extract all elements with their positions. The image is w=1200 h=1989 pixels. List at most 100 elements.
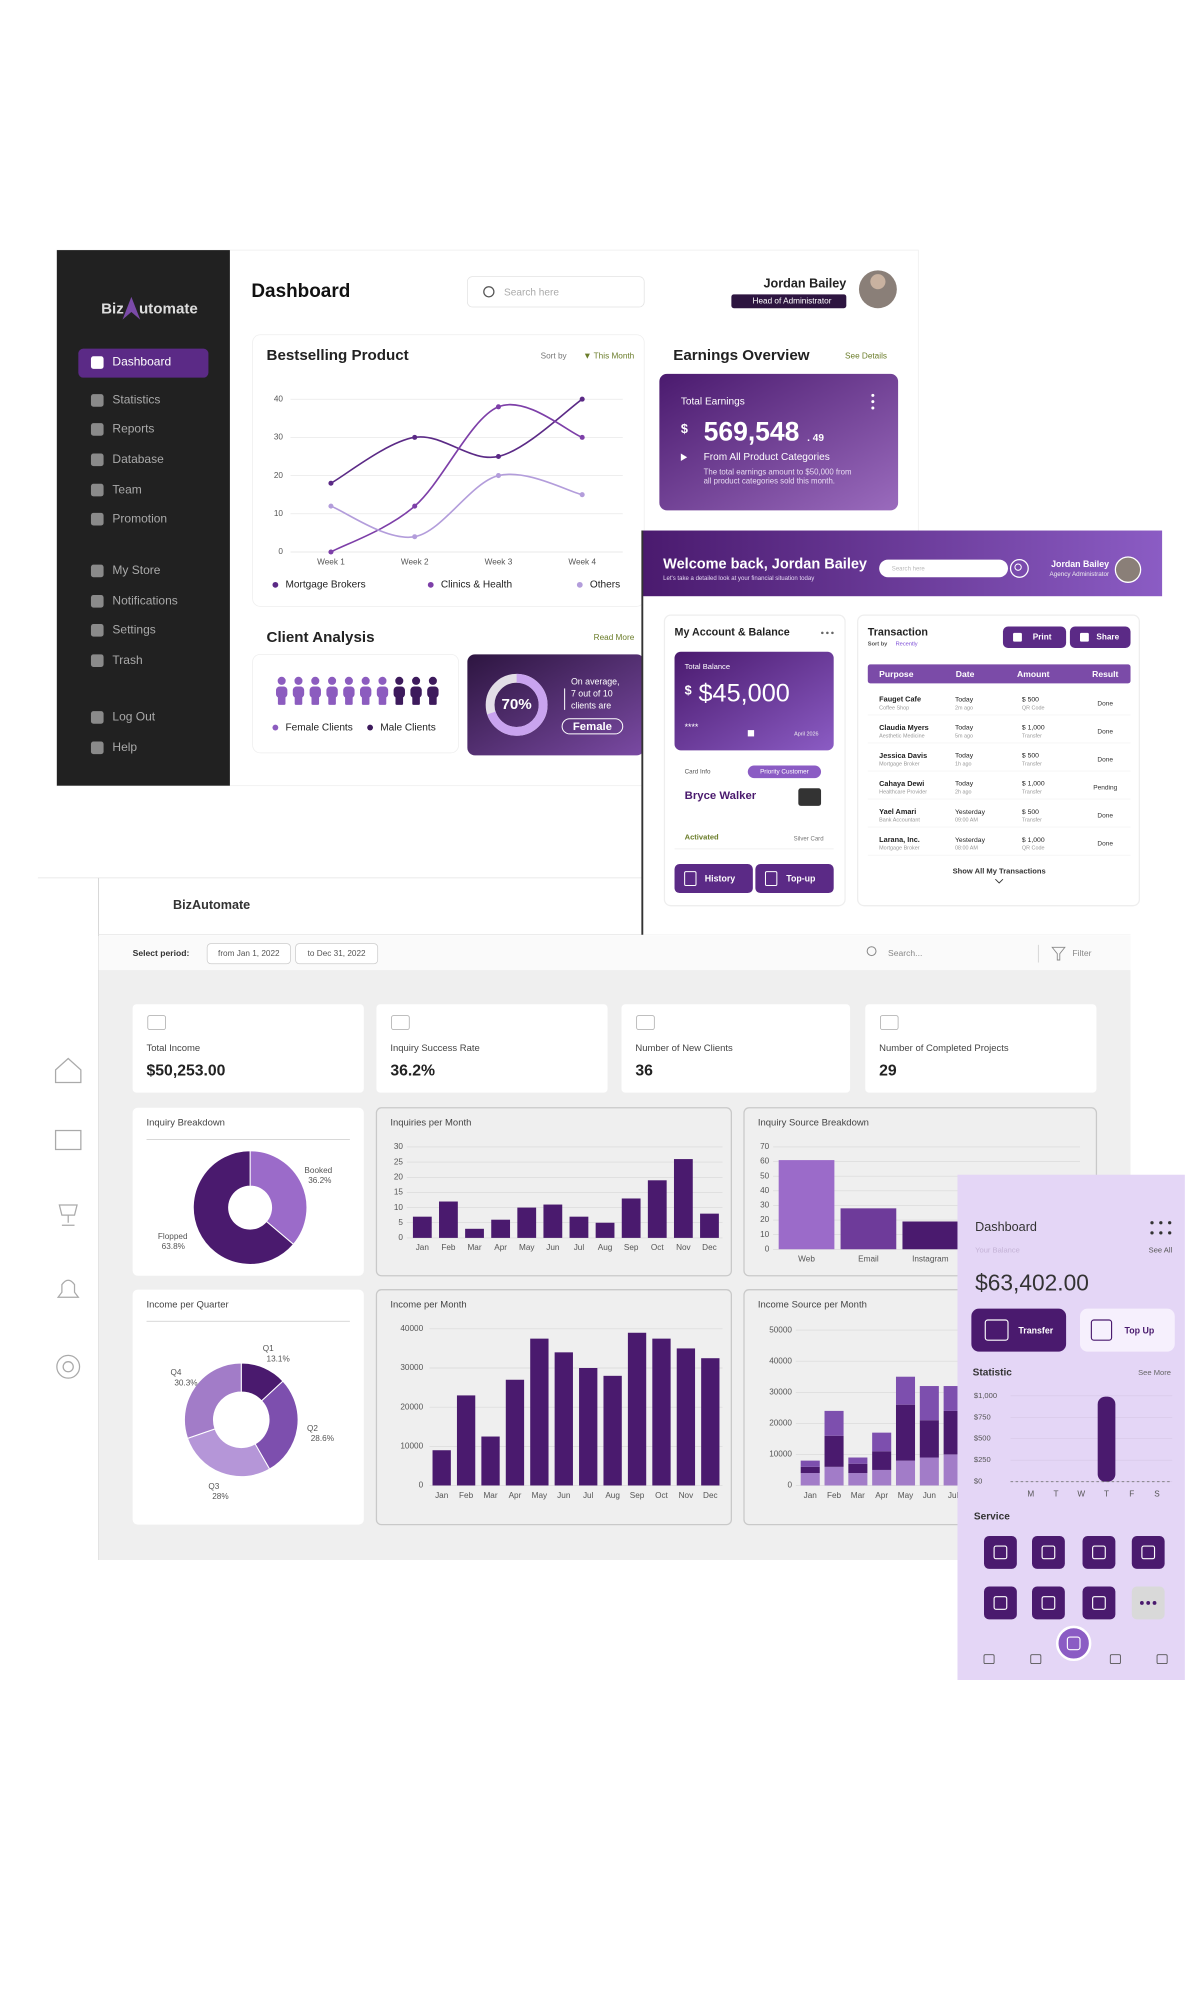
chip <box>798 788 822 806</box>
date-pill[interactable] <box>206 943 291 965</box>
nav-icon[interactable] <box>1030 1654 1042 1665</box>
nav-active <box>78 348 209 378</box>
nav-icon <box>90 512 104 526</box>
button[interactable] <box>1069 626 1131 649</box>
nav-item[interactable]: My Store <box>112 563 160 577</box>
search-box[interactable] <box>879 559 1009 578</box>
slice-value: 28% <box>212 1492 228 1501</box>
bar <box>627 1332 647 1486</box>
chart-title: Income Source per Month <box>758 1299 867 1310</box>
bar <box>1097 1396 1116 1482</box>
x-tick-label: Jun <box>546 1243 560 1252</box>
legend-dot <box>576 581 583 588</box>
menu-dot <box>1159 1231 1163 1235</box>
search-box[interactable] <box>466 276 645 308</box>
service-icon[interactable] <box>1032 1586 1065 1620</box>
chart-title: Income per Month <box>390 1299 466 1310</box>
y-tick-label: 0 <box>787 1481 792 1490</box>
nav-item[interactable]: Reports <box>112 422 154 436</box>
button[interactable] <box>1080 1308 1175 1352</box>
link[interactable]: See Details <box>845 351 887 360</box>
nav-item[interactable]: Settings <box>112 622 155 636</box>
card-mask: **** <box>685 722 699 732</box>
nav-item[interactable]: Notifications <box>112 593 177 607</box>
rail-icon[interactable] <box>56 1354 81 1379</box>
x-tick-label: Jan <box>804 1491 818 1500</box>
slice-value: 28.6% <box>311 1434 334 1443</box>
bar <box>412 1216 432 1238</box>
legend-label: Others <box>590 580 620 591</box>
service-icon[interactable] <box>984 1586 1017 1620</box>
rail-icon[interactable] <box>58 1204 78 1226</box>
filter-icon <box>1051 946 1066 961</box>
button[interactable] <box>1002 626 1067 649</box>
nav-item[interactable]: Trash <box>112 653 142 667</box>
sort-value[interactable]: Recently <box>896 642 918 648</box>
line-point <box>579 492 585 498</box>
cell-amount: $ 500 <box>1022 809 1039 816</box>
highlight-pill <box>561 718 624 735</box>
nav-item[interactable]: Log Out <box>112 710 155 724</box>
search-placeholder[interactable]: Search... <box>888 948 922 958</box>
bar-segment <box>895 1404 916 1461</box>
balance-label: Your Balance <box>975 1246 1020 1255</box>
bar <box>778 1160 835 1250</box>
nav-item[interactable]: Database <box>112 452 164 466</box>
rail-icon[interactable] <box>56 1279 80 1298</box>
x-tick-label: M <box>1027 1489 1034 1498</box>
service-glyph <box>1092 1596 1106 1610</box>
legend-dot <box>272 724 279 731</box>
x-tick-label: Feb <box>441 1243 456 1252</box>
filter[interactable]: Filter <box>1072 948 1091 958</box>
menu-dot <box>1168 1231 1172 1235</box>
nav-item[interactable]: Promotion <box>112 511 167 525</box>
link[interactable]: See All <box>1149 1246 1173 1255</box>
link[interactable]: Read More <box>594 633 635 642</box>
gauge-arc <box>487 673 548 736</box>
link[interactable]: See More <box>1138 1368 1171 1377</box>
nav-item[interactable]: Help <box>112 740 137 754</box>
nav-icon <box>90 711 104 724</box>
service-icon[interactable] <box>1131 1536 1165 1569</box>
person-legs <box>328 696 336 705</box>
service-icon[interactable] <box>1082 1586 1116 1620</box>
x-tick-label: Dec <box>703 1491 718 1500</box>
chart-icon <box>54 1129 82 1151</box>
nav-icon[interactable] <box>1156 1654 1168 1665</box>
nav-item[interactable]: Team <box>112 482 141 496</box>
y-tick-label: 20000 <box>400 1402 423 1411</box>
menu-dot <box>871 400 875 404</box>
column-header: Amount <box>1017 669 1050 679</box>
kpi-card <box>376 1004 608 1093</box>
nav-icon <box>90 356 104 369</box>
nav-icon[interactable] <box>1109 1654 1121 1665</box>
nav-icon[interactable] <box>983 1654 995 1665</box>
nav-item[interactable]: Statistics <box>112 393 160 407</box>
x-tick-label: Feb <box>459 1491 474 1500</box>
legend-dot <box>272 581 279 588</box>
date-pill[interactable] <box>295 943 379 965</box>
bar-segment <box>800 1460 820 1467</box>
menu-dot <box>871 393 875 397</box>
button-icon <box>1090 1319 1113 1341</box>
y-tick-label: 10000 <box>769 1450 792 1459</box>
y-tick-label: 10 <box>394 1203 404 1212</box>
more-dot <box>1140 1601 1144 1605</box>
x-tick-label: May <box>532 1491 548 1500</box>
nav-icon <box>90 654 104 667</box>
x-tick-label: W <box>1077 1489 1085 1498</box>
button[interactable] <box>971 1308 1067 1352</box>
service-icon[interactable] <box>1032 1536 1065 1569</box>
service-glyph <box>1092 1545 1106 1560</box>
show-all[interactable]: Show All My Transactions <box>953 867 1046 876</box>
service-icon[interactable] <box>1082 1536 1116 1569</box>
y-tick-label: $0 <box>974 1477 982 1486</box>
rail-icon[interactable] <box>54 1057 82 1084</box>
x-tick-label: May <box>519 1243 535 1252</box>
cell-date: Today <box>955 781 974 788</box>
sort-value[interactable]: This Month <box>594 351 635 360</box>
nav-item[interactable]: Dashboard <box>112 355 171 369</box>
menu-dot <box>1159 1221 1163 1225</box>
service-icon[interactable] <box>984 1536 1017 1569</box>
rail-icon[interactable] <box>54 1129 82 1151</box>
